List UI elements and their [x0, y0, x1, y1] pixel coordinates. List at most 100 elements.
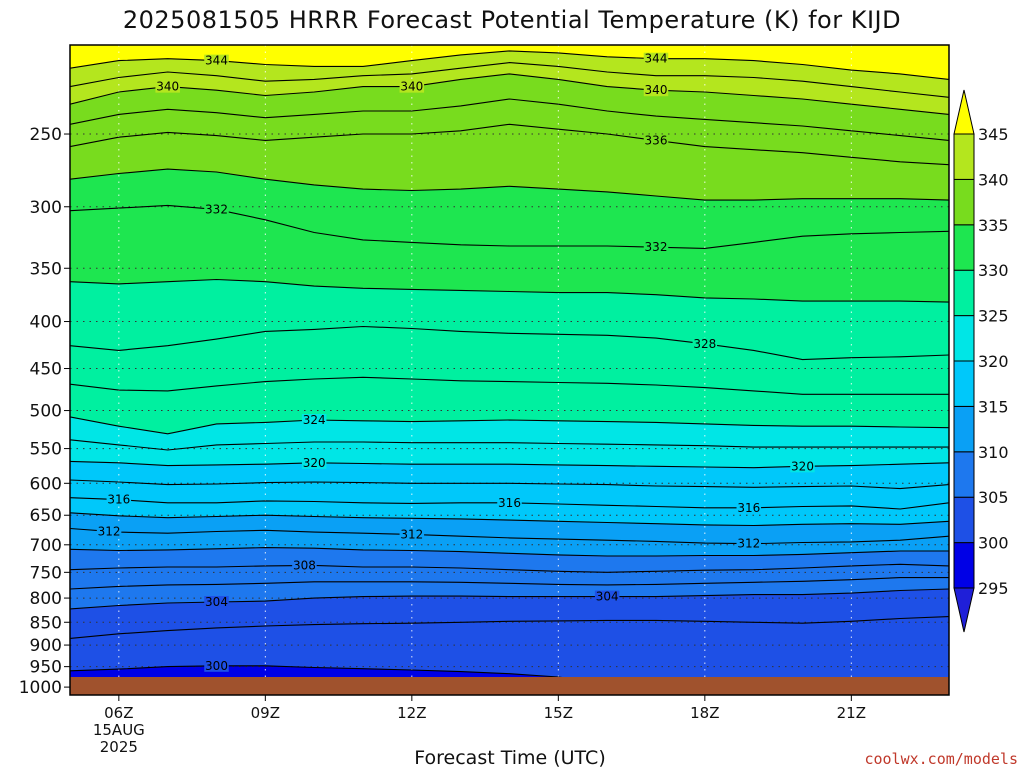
- contour-line-342: [70, 62, 949, 98]
- contour-label-bg: [204, 54, 229, 67]
- contour-line-310: [70, 547, 949, 557]
- contour-line-322: [70, 439, 949, 451]
- contour-label-bg: [292, 559, 317, 572]
- contour-label-bg: [790, 460, 815, 473]
- contour-line-340: [70, 73, 949, 115]
- colorbar-tick-label: 330: [978, 261, 1009, 280]
- contour-label-bg: [643, 52, 669, 65]
- contour-label-bg: [594, 590, 620, 603]
- y-tick-label: 250: [30, 125, 62, 145]
- plot-frame: [69, 44, 950, 696]
- x-tick-label: 18Z: [690, 704, 719, 722]
- colorbar-band-325: [953, 269, 975, 317]
- colorbar-band-320: [953, 315, 975, 362]
- y-tick-label: 450: [30, 360, 62, 380]
- y-tick-label: 350: [30, 259, 62, 279]
- contour-label-bg: [96, 525, 122, 538]
- contour-label-312: 312: [737, 537, 760, 551]
- contour-line-338: [70, 98, 949, 141]
- credit-text: coolwx.com/models: [864, 750, 1018, 768]
- contour-line-312: [70, 527, 949, 545]
- colorbar-tick-label: 300: [978, 534, 1009, 553]
- contour-label-bg: [736, 501, 762, 514]
- y-tick-label: 550: [30, 440, 62, 460]
- y-axis: 250 300 350 400 450 500 550 600 650 700 750 800 850 9…: [19, 125, 70, 698]
- contour-line-334: [70, 168, 949, 201]
- contour-label-304: 304: [596, 590, 619, 604]
- contour-label-300: 300: [205, 659, 228, 673]
- x-tick-year: 2025: [100, 738, 138, 756]
- contour-label-layer: 300 304 304 308 312 312 312 316 316 316 320 320 324 3…: [96, 52, 815, 673]
- contour-label-bg: [106, 493, 132, 506]
- contour-label-344: 344: [205, 54, 228, 68]
- contour-line-324: [70, 416, 949, 435]
- grid-layer: [70, 45, 949, 695]
- contour-label-bg: [301, 414, 327, 427]
- colorbar-tick-label: 325: [978, 307, 1009, 326]
- filled-contour-layer: [70, 45, 949, 695]
- chart-title: 2025081505 HRRR Forecast Potential Tempe…: [123, 6, 901, 34]
- colorbar-band-300: [953, 496, 975, 544]
- y-tick-label: 850: [30, 613, 62, 633]
- contour-label-328: 328: [693, 337, 716, 351]
- colorbar-tick-label: 305: [978, 488, 1009, 507]
- contour-label-bg: [736, 537, 762, 550]
- contour-label-bg: [204, 596, 229, 609]
- contour-line-318: [70, 479, 949, 490]
- y-tick-label: 950: [30, 658, 62, 678]
- colorbar-low-arrow: [953, 587, 975, 633]
- contour-label-bg: [643, 84, 669, 97]
- colorbar-tick-label: 335: [978, 216, 1009, 235]
- contour-label-320: 320: [303, 456, 326, 470]
- colorbar-band-315: [953, 360, 975, 407]
- contour-line-314: [70, 512, 949, 527]
- colorbar-tick-label: 295: [978, 579, 1009, 598]
- contour-label-bg: [204, 203, 229, 216]
- contour-label-312: 312: [400, 527, 423, 541]
- y-tick-label: 400: [30, 313, 62, 333]
- contour-label-336: 336: [645, 133, 668, 147]
- colorbar-band-310: [953, 405, 975, 453]
- contour-label-316: 316: [737, 501, 760, 515]
- contour-label-320: 320: [791, 459, 814, 473]
- contour-label-312: 312: [98, 524, 121, 538]
- contour-label-344: 344: [645, 52, 668, 66]
- colorbar-tick-label: 310: [978, 443, 1009, 462]
- contour-label-bg: [643, 241, 669, 254]
- y-tick-label: 600: [30, 474, 62, 494]
- contour-line-308: [70, 563, 949, 573]
- contour-label-bg: [204, 659, 229, 672]
- x-tick-label: 15Z: [544, 704, 573, 722]
- contour-label-bg: [692, 337, 718, 350]
- contour-label-332: 332: [205, 202, 228, 216]
- contour-label-340: 340: [400, 80, 423, 94]
- x-tick-label: 06Z: [104, 704, 133, 722]
- contour-line-306: [70, 577, 949, 590]
- x-axis-label: Forecast Time (UTC): [414, 747, 605, 768]
- y-tick-label: 1000: [19, 678, 62, 698]
- contour-label-332: 332: [645, 240, 668, 254]
- contour-label-340: 340: [156, 80, 179, 94]
- contour-line-layer: [70, 50, 949, 688]
- contour-label-316: 316: [498, 496, 521, 510]
- contour-label-bg: [643, 134, 669, 147]
- x-tick-label: 12Z: [397, 704, 426, 722]
- contour-label-bg: [155, 80, 180, 93]
- x-tick-label: 21Z: [837, 704, 866, 722]
- colorbar-band-340: [953, 133, 975, 180]
- colorbar-tick-label: 345: [978, 125, 1009, 144]
- y-tick-label: 750: [30, 563, 62, 583]
- y-tick-label: 500: [30, 402, 62, 422]
- contour-label-bg: [497, 496, 522, 509]
- colorbar-band-330: [953, 224, 975, 271]
- colorbar-tick-label: 320: [978, 352, 1009, 371]
- contour-label-316: 316: [107, 493, 130, 507]
- contour-label-304: 304: [205, 595, 228, 609]
- y-tick-label: 900: [30, 636, 62, 656]
- contour-line-328: [70, 325, 949, 361]
- colorbar-tick-label: 340: [978, 170, 1009, 189]
- colorbar-band-305: [953, 451, 975, 498]
- x-tick-label: 09Z: [251, 704, 280, 722]
- y-tick-label: 650: [30, 506, 62, 526]
- contour-label-324: 324: [303, 413, 326, 427]
